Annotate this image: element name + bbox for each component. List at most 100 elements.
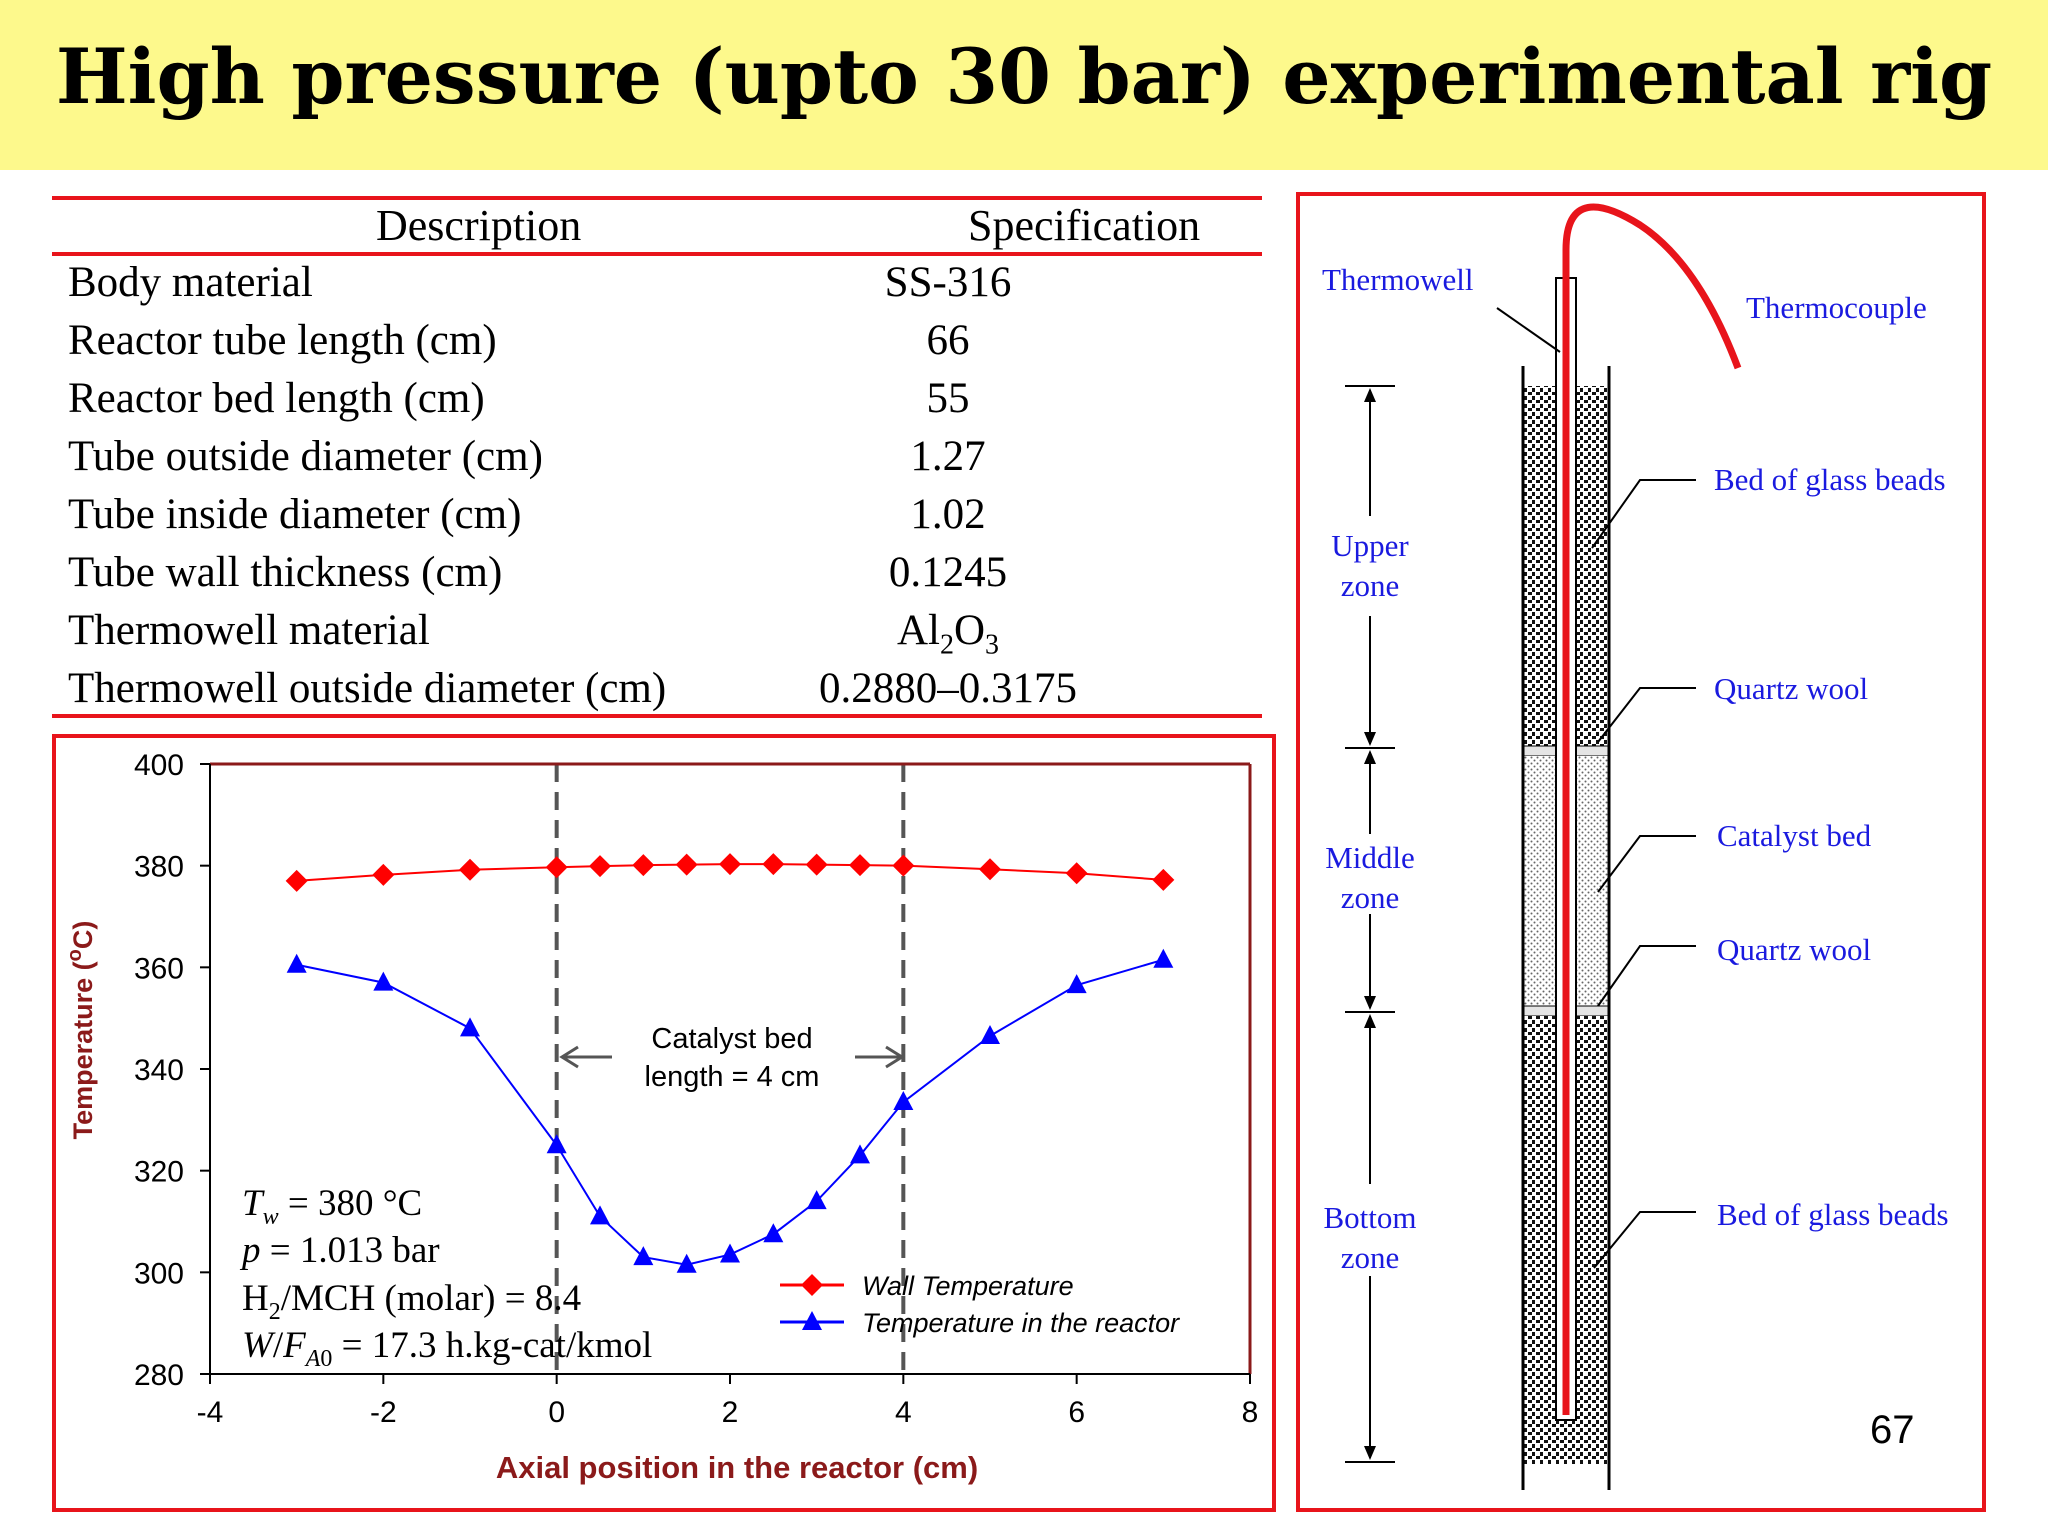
data-point-reactor (980, 1024, 1000, 1044)
table-row: Tube outside diameter (cm) 1.27 (68, 432, 1262, 490)
label-bed-glass-lower: Bed of glass beads (1717, 1197, 1949, 1232)
row-description: Reactor bed length (cm) (68, 375, 485, 422)
x-tick-label: -2 (370, 1396, 397, 1429)
table-row: Reactor tube length (cm) 66 (68, 316, 1262, 374)
x-tick-label: 8 (1242, 1396, 1259, 1429)
legend-label: Temperature in the reactor (862, 1308, 1180, 1338)
annotation-right-arrow (855, 1045, 905, 1069)
row-description: Tube inside diameter (cm) (68, 491, 522, 538)
x-axis-label: Axial position in the reactor (cm) (496, 1450, 978, 1485)
condition-h2-ratio: H2/MCH (molar) = 8.4 (242, 1278, 581, 1325)
conditions-text: Tw = 380 °C p = 1.013 bar H2/MCH (molar)… (239, 1183, 652, 1372)
header-specification: Specification (968, 201, 1201, 250)
label-middle-zone-2: zone (1341, 880, 1400, 915)
condition-p: p = 1.013 bar (239, 1230, 440, 1271)
data-point-wall (285, 869, 308, 892)
row-specification: Al2O3 (896, 607, 1000, 661)
y-tick-label: 340 (134, 1054, 184, 1087)
data-point-reactor (850, 1144, 870, 1164)
y-tick-label: 280 (134, 1359, 184, 1392)
catalyst-annotation: Catalyst bed length = 4 cm (559, 1023, 905, 1093)
title-band (0, 0, 2048, 170)
data-point-wall (589, 855, 611, 878)
data-point-wall (632, 854, 655, 877)
table-row: Thermowell material Al2O3 (68, 606, 1262, 664)
x-tick-label: -4 (197, 1396, 224, 1429)
label-upper-zone-1: Upper (1331, 528, 1409, 563)
header-description: Description (376, 201, 582, 250)
row-description: Tube outside diameter (cm) (68, 433, 543, 480)
row-description: Tube wall thickness (cm) (68, 549, 503, 596)
data-point-reactor (1066, 974, 1087, 994)
label-bottom-zone-1: Bottom (1323, 1200, 1416, 1235)
y-tick-label: 320 (134, 1156, 184, 1189)
legend-marker (802, 1311, 822, 1330)
data-point-reactor (720, 1243, 740, 1263)
data-point-wall (1152, 868, 1175, 891)
table-row: Reactor bed length (cm) 55 (68, 374, 1262, 432)
table-row: Body material SS-316 (68, 258, 1262, 316)
data-point-reactor (763, 1223, 784, 1243)
data-point-wall (1065, 862, 1088, 885)
data-point-wall (372, 863, 395, 886)
row-specification: 0.1245 (888, 549, 1008, 596)
label-bed-glass-upper: Bed of glass beads (1714, 462, 1946, 497)
row-specification: 55 (926, 375, 970, 422)
legend-label: Wall Temperature (862, 1271, 1074, 1301)
row-specification: 66 (926, 317, 970, 364)
data-point-reactor (546, 1134, 567, 1154)
data-point-wall (805, 853, 828, 876)
annotation-line2: length = 4 cm (645, 1061, 820, 1093)
row-specification: 0.2880–0.3175 (819, 665, 1077, 712)
data-point-wall (545, 856, 568, 879)
page-title: High pressure (upto 30 bar) experimental… (55, 32, 1993, 121)
row-description: Thermowell outside diameter (cm) (68, 665, 667, 712)
label-bottom-zone-2: zone (1341, 1240, 1400, 1275)
y-tick-label: 360 (134, 952, 184, 985)
x-tick-label: 6 (1068, 1396, 1085, 1429)
y-tick-label: 400 (134, 749, 184, 782)
data-point-reactor (806, 1190, 827, 1210)
annotation-line1: Catalyst bed (651, 1023, 812, 1055)
data-point-reactor (373, 971, 394, 991)
legend-marker (801, 1274, 823, 1296)
x-tick-label: 0 (548, 1396, 565, 1429)
data-point-reactor (590, 1205, 610, 1225)
row-description: Thermowell material (68, 607, 430, 654)
data-point-reactor (633, 1246, 654, 1266)
thermowell-leader (1496, 307, 1561, 353)
label-thermocouple: Thermocouple (1746, 290, 1927, 325)
row-description: Body material (68, 259, 313, 306)
condition-tw: Tw = 380 °C (242, 1183, 422, 1230)
label-catalyst-bed: Catalyst bed (1717, 818, 1872, 853)
label-thermowell: Thermowell (1322, 262, 1474, 297)
diagram-frame (1296, 192, 1986, 1512)
leader-lines (1591, 479, 1696, 1269)
table-row: Tube inside diameter (cm) 1.02 (68, 490, 1262, 548)
data-point-wall (979, 858, 1001, 881)
annotation-left-arrow (559, 1045, 612, 1069)
y-tick-label: 380 (134, 851, 184, 884)
chart-frame (52, 734, 1276, 1512)
table-top-rule (52, 196, 1262, 200)
label-middle-zone-1: Middle (1325, 840, 1415, 875)
table-header-rule (52, 252, 1262, 256)
data-point-wall (675, 853, 698, 876)
label-upper-zone-2: zone (1341, 568, 1400, 603)
table-row: Thermowell outside diameter (cm) 0.2880–… (68, 664, 1262, 722)
x-tick-label: 2 (722, 1396, 739, 1429)
data-point-wall (892, 854, 915, 877)
chart-legend: Wall Temperature Temperature in the react… (780, 1271, 1180, 1338)
data-point-wall (719, 853, 741, 876)
table-row: Tube wall thickness (cm) 0.1245 (68, 548, 1262, 606)
data-point-reactor (286, 953, 307, 973)
zone-arrowheads (1364, 388, 1376, 1460)
row-description: Reactor tube length (cm) (68, 317, 497, 364)
label-quartz-wool-upper: Quartz wool (1714, 671, 1868, 706)
table-bottom-rule (52, 714, 1262, 718)
y-tick-label: 300 (134, 1257, 184, 1290)
row-specification: 1.02 (910, 491, 986, 538)
condition-wfa0: W/FA0 = 17.3 h.kg-cat/kmol (242, 1325, 652, 1372)
